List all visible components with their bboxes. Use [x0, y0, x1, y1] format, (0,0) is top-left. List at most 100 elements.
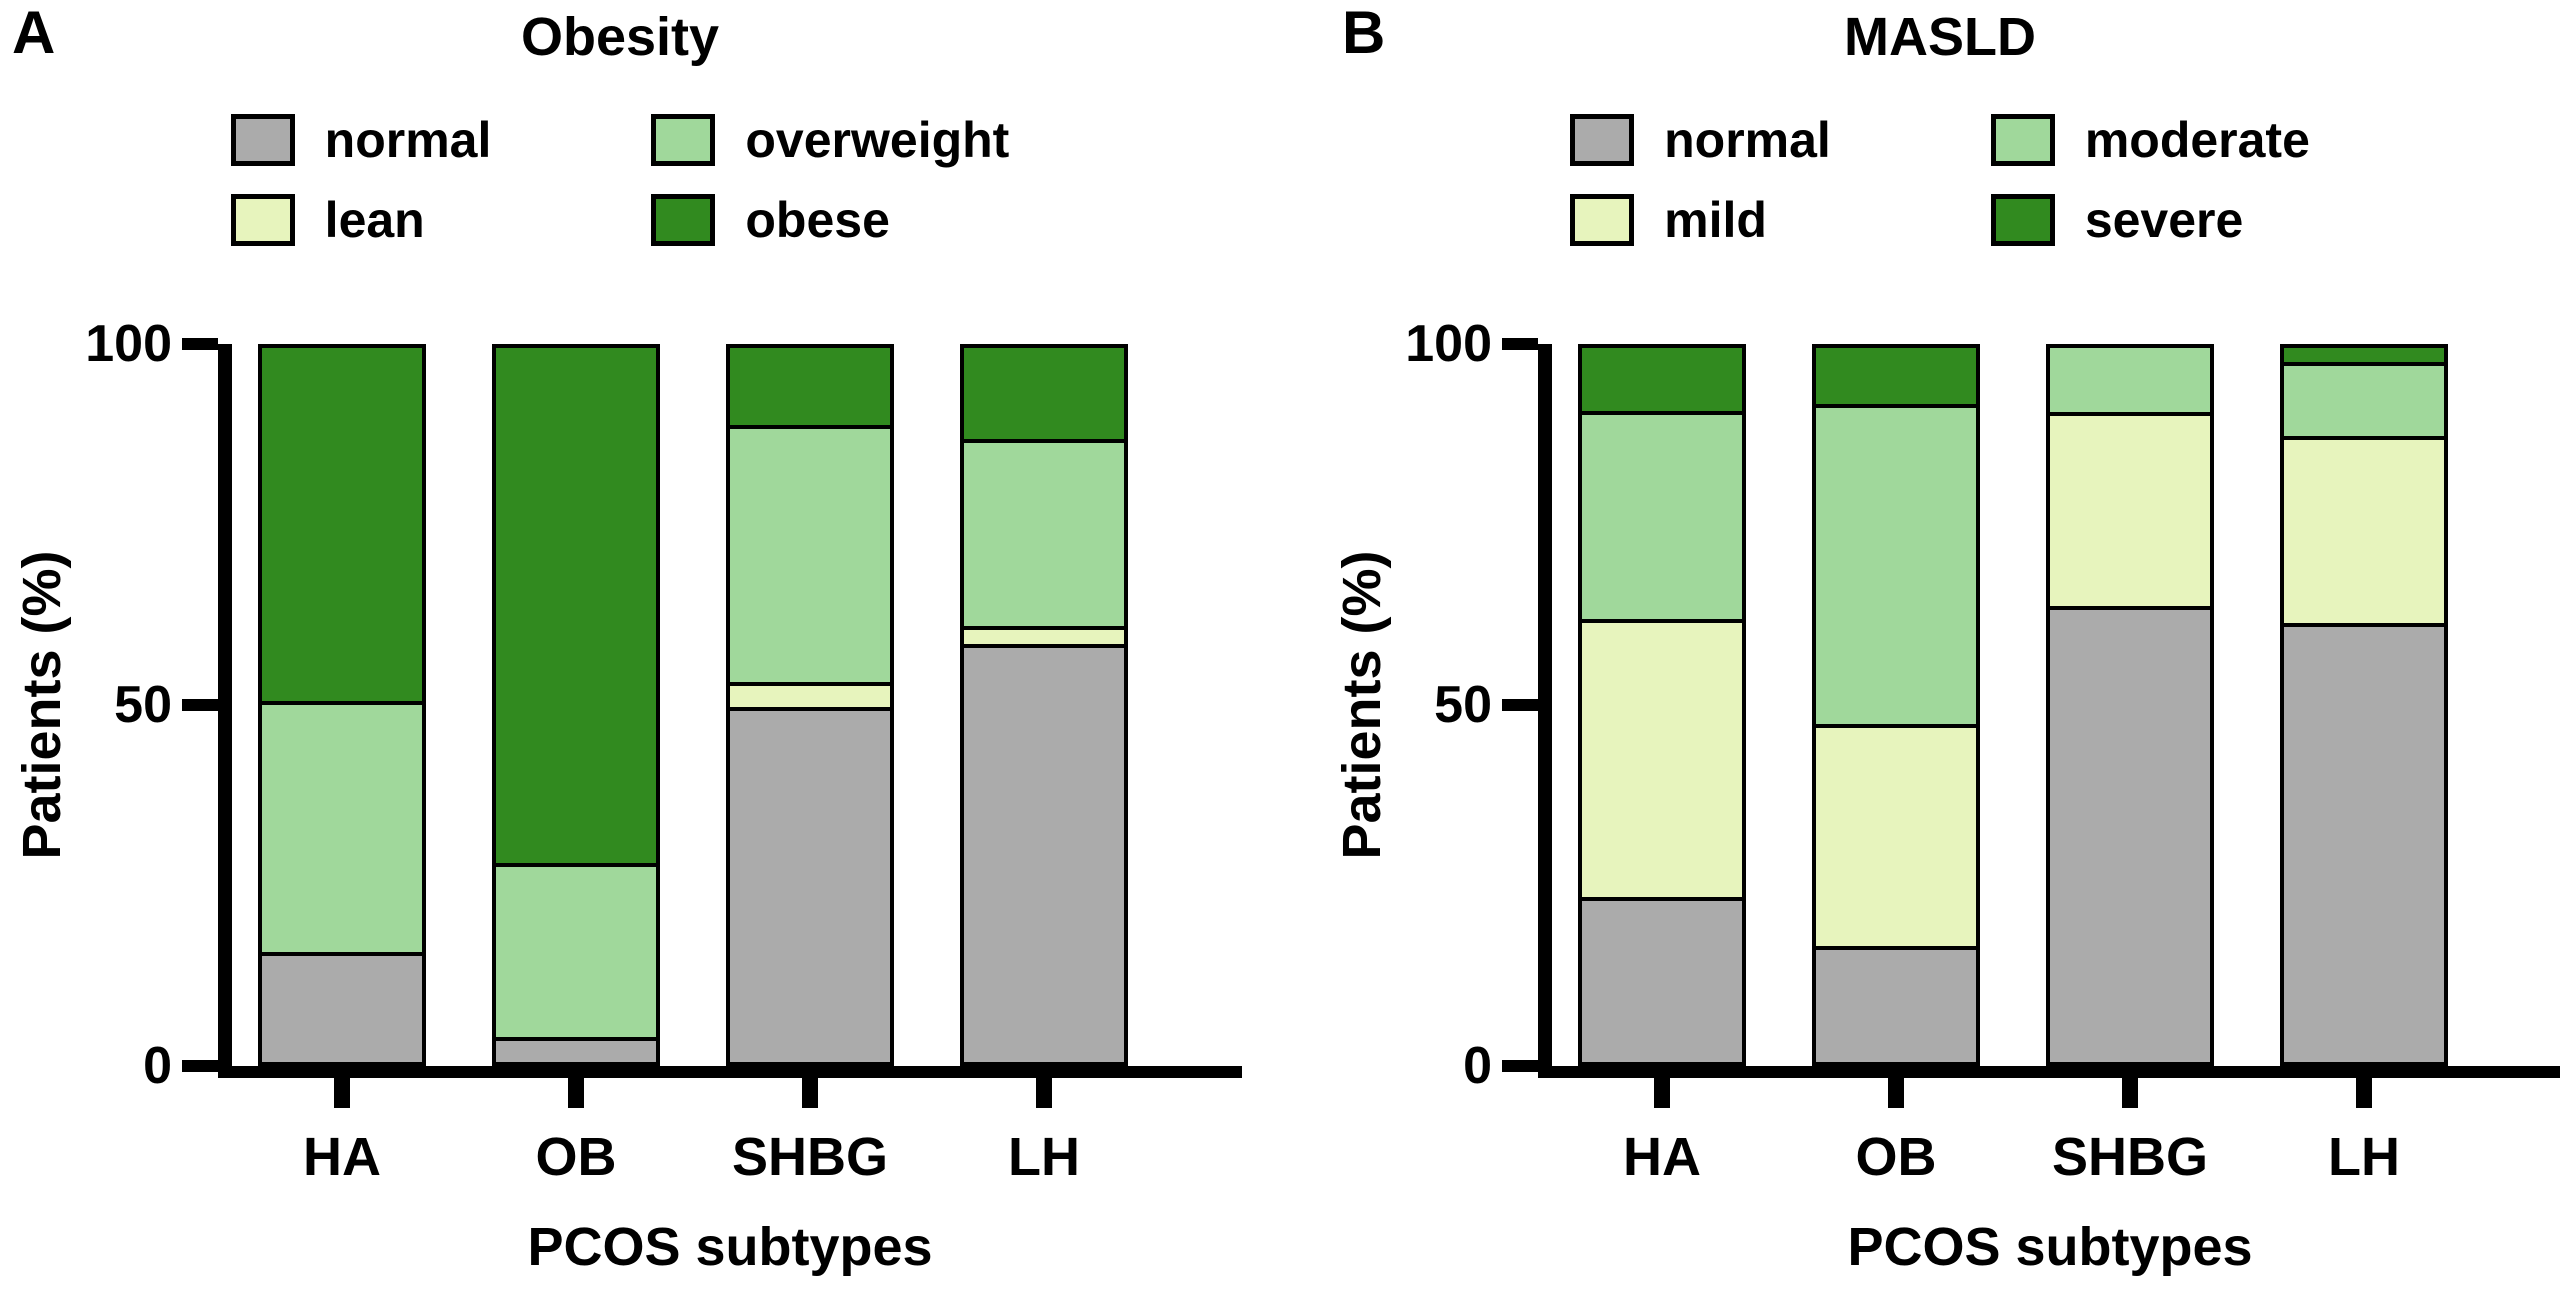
legend-swatch-lean: [230, 194, 295, 246]
legend-obesity: normal overweight lean obese: [0, 114, 1240, 246]
legend-label-mild: mild: [1664, 192, 1767, 248]
segment-normal-lh: [2284, 622, 2444, 1062]
legend-swatch-normal: [1570, 114, 1635, 166]
y-tick-label: 0: [1463, 1037, 1492, 1095]
x-tick-label-ob: OB: [535, 1127, 617, 1187]
x-tick: [2356, 1078, 2372, 1108]
bar-ha: [1578, 344, 1746, 1066]
legend-item-moderate: moderate: [1990, 112, 2310, 168]
plot-area-obesity: 100 50 0 HA OB SHBG LH: [85, 318, 1242, 1184]
y-tick-label: 100: [1405, 315, 1492, 373]
segment-moderate-shbg: [2050, 347, 2210, 412]
segment-moderate-lh: [2284, 362, 2444, 437]
segment-mild-ob: [1816, 724, 1976, 946]
x-tick: [1888, 1078, 1904, 1108]
legend-swatch-mild: [1570, 194, 1635, 246]
segment-severe-ob: [1816, 348, 1976, 405]
segment-overweight-shbg: [730, 425, 890, 682]
x-tick: [334, 1078, 350, 1108]
y-tick: [1502, 1060, 1538, 1072]
x-tick: [1036, 1078, 1052, 1108]
segment-obese-lh: [964, 347, 1124, 440]
segment-normal-shbg: [2050, 606, 2210, 1062]
y-tick: [182, 1060, 218, 1072]
bar-ob: [492, 344, 660, 1066]
y-tick-label: 100: [85, 315, 172, 373]
x-tick-label-ha: HA: [1623, 1127, 1701, 1187]
legend-label-lean: lean: [324, 192, 425, 248]
bar-ha: [258, 344, 426, 1066]
legend-grid: normal overweight lean obese: [230, 112, 1009, 248]
segment-severe-ha: [1582, 348, 1742, 412]
y-tick: [182, 699, 218, 711]
bar-shbg: [2046, 344, 2214, 1066]
panel-obesity-chart: A Obesity normal overweight lean obese Pati…: [0, 0, 1242, 1309]
y-tick: [1502, 699, 1538, 711]
legend-label-normal: normal: [324, 112, 492, 168]
segment-normal-ob: [496, 1036, 656, 1062]
panel-letter-a: A: [12, 0, 56, 66]
segment-overweight-ob: [496, 863, 656, 1037]
legend-item-mild: mild: [1570, 194, 1831, 246]
segment-mild-ha: [1582, 618, 1742, 897]
legend-item-overweight: overweight: [651, 114, 1009, 166]
segment-obese-shbg: [730, 348, 890, 426]
segment-normal-ha: [262, 952, 422, 1062]
segment-normal-shbg: [730, 707, 890, 1062]
segment-overweight-ha: [262, 701, 422, 953]
bar-lh: [960, 344, 1128, 1066]
y-tick-label: 0: [143, 1037, 172, 1095]
legend-swatch-moderate: [1990, 114, 2055, 166]
legend-swatch-normal: [230, 114, 295, 166]
legend-label-severe: severe: [2084, 192, 2244, 248]
segment-obese-ob: [496, 348, 656, 864]
bar-lh: [2280, 344, 2448, 1066]
legend-swatch-obese: [651, 194, 716, 246]
segment-mild-shbg: [2050, 411, 2210, 607]
x-tick-label-shbg: SHBG: [731, 1127, 888, 1187]
segment-normal-ob: [1816, 945, 1976, 1062]
segment-normal-lh: [964, 643, 1124, 1062]
legend-label-moderate: moderate: [2084, 112, 2310, 168]
legend-grid: normal moderate mild severe: [1570, 114, 2310, 246]
y-tick: [182, 338, 218, 350]
legend-item-lean: lean: [230, 192, 492, 248]
x-tick-label-shbg: SHBG: [2051, 1127, 2208, 1187]
x-tick: [568, 1078, 584, 1108]
y-tick: [1502, 338, 1538, 350]
segment-severe-lh: [2284, 348, 2444, 363]
y-tick-label: 50: [1434, 676, 1492, 734]
bar-ob: [1812, 344, 1980, 1066]
segment-mild-lh: [2284, 436, 2444, 623]
segment-lean-lh: [964, 625, 1124, 644]
x-tick-label-lh: LH: [2328, 1127, 2400, 1187]
chart-title-masld: MASLD: [1844, 7, 2036, 67]
x-axis-label: PCOS subtypes: [1847, 1217, 2253, 1277]
x-tick-label-lh: LH: [1008, 1127, 1080, 1187]
legend-masld: normal moderate mild severe: [1320, 114, 2560, 246]
x-tick: [802, 1078, 818, 1108]
panel-letter-b: B: [1342, 0, 1386, 66]
x-tick: [1654, 1078, 1670, 1108]
legend-label-obese: obese: [745, 192, 890, 248]
segment-overweight-lh: [964, 439, 1124, 626]
legend-item-normal: normal: [230, 112, 492, 168]
legend-item-normal: normal: [1570, 114, 1831, 166]
legend-item-severe: severe: [1990, 192, 2310, 248]
segment-lean-shbg: [730, 681, 890, 707]
segment-moderate-ob: [1816, 404, 1976, 725]
bar-shbg: [726, 344, 894, 1066]
legend-swatch-overweight: [651, 114, 716, 166]
legend-swatch-severe: [1990, 194, 2055, 246]
chart-title-obesity: Obesity: [520, 7, 720, 67]
x-tick: [2122, 1078, 2138, 1108]
x-tick-label-ha: HA: [303, 1127, 381, 1187]
panel-masld-chart: B MASLD normal moderate mild severe Patient…: [1320, 0, 2560, 1309]
segment-moderate-ha: [1582, 411, 1742, 619]
x-tick-label-ob: OB: [1855, 1127, 1937, 1187]
segment-normal-ha: [1582, 896, 1742, 1062]
legend-label-normal: normal: [1664, 112, 1831, 168]
x-axis-label: PCOS subtypes: [527, 1217, 933, 1277]
legend-label-overweight: overweight: [745, 112, 1010, 168]
